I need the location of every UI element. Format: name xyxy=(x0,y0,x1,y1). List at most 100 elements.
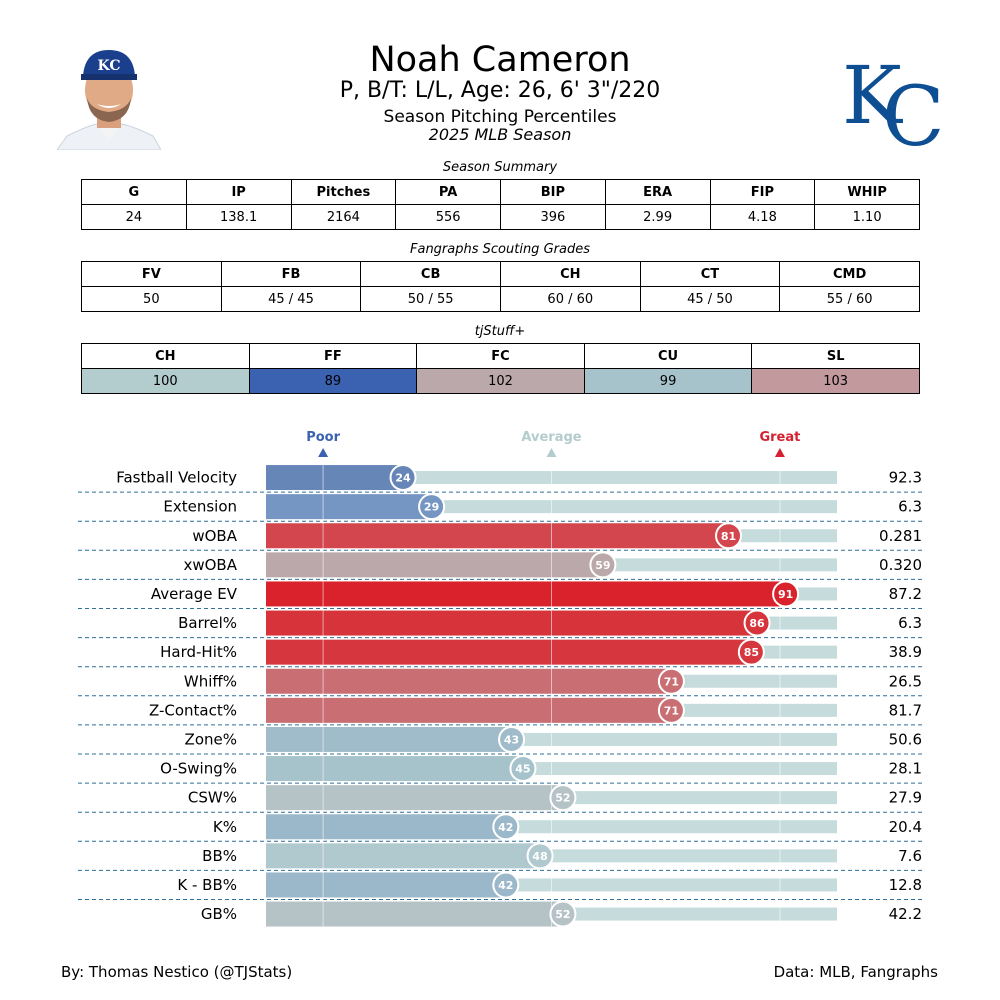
column-header: FIP xyxy=(709,179,816,205)
metric-label: CSW% xyxy=(188,789,237,807)
season-summary-table: G IP Pitches PA BIP ERA FIP WHIP 24 138.… xyxy=(81,179,920,230)
metric-value: 81.7 xyxy=(889,701,922,719)
metric-value: 42.2 xyxy=(889,905,922,923)
percentile-bar xyxy=(266,610,758,636)
report-subtitle: Season Pitching Percentiles xyxy=(383,107,617,127)
percentile-label: 52 xyxy=(555,792,570,805)
table-row: 50 45 / 45 50 / 55 60 / 60 45 / 50 55 / … xyxy=(81,286,920,312)
percentile-marker xyxy=(492,871,520,899)
metric-label: Barrel% xyxy=(178,614,237,632)
column-header: CB xyxy=(360,261,501,287)
percentile-marker xyxy=(549,784,577,812)
percentile-bar xyxy=(266,814,506,840)
percentile-bar xyxy=(266,523,729,549)
metric-label: Extension xyxy=(163,498,237,516)
data-source: Data: MLB, Fangraphs xyxy=(773,963,938,981)
percentile-marker xyxy=(737,638,765,666)
metric-label: Whiff% xyxy=(184,672,237,690)
player-info: P, B/T: L/L, Age: 26, 6' 3"/220 xyxy=(339,78,661,103)
tjstuff-table: CH FF FC CU SL 100 89 102 99 103 xyxy=(81,343,920,394)
percentile-marker xyxy=(498,725,526,753)
table-header-row: G IP Pitches PA BIP ERA FIP WHIP xyxy=(81,179,920,205)
percentile-label: 43 xyxy=(504,733,519,746)
column-header: Pitches xyxy=(290,179,397,205)
percentile-bar xyxy=(266,901,563,927)
metric-label: Zone% xyxy=(185,730,237,748)
metric-label: Fastball Velocity xyxy=(116,469,237,487)
table-row: 100 89 102 99 103 xyxy=(81,368,920,394)
table-cell: 396 xyxy=(500,204,606,230)
metric-value: 26.5 xyxy=(889,672,922,690)
table-cell: 4.18 xyxy=(709,204,816,230)
column-header: CT xyxy=(639,261,781,287)
column-header: SL xyxy=(751,343,920,369)
column-header: CH xyxy=(499,261,641,287)
table-cell: 60 / 60 xyxy=(499,286,641,312)
percentile-marker xyxy=(492,813,520,841)
table-cell: 102 xyxy=(416,368,585,394)
percentile-label: 42 xyxy=(498,879,513,892)
column-header: BIP xyxy=(500,179,606,205)
season-summary-caption: Season Summary xyxy=(442,160,558,175)
percentile-bar xyxy=(266,465,404,491)
scale-marker-poor-icon xyxy=(318,448,329,457)
column-header: FV xyxy=(81,261,222,287)
table-header-row: FV FB CB CH CT CMD xyxy=(81,261,920,287)
metric-label: xwOBA xyxy=(183,556,237,574)
percentile-chart: Poor Average Great Fastball Velocity 92.3 Ext… xyxy=(78,430,922,929)
player-name: Noah Cameron xyxy=(369,40,631,80)
percentile-label: 59 xyxy=(595,559,610,572)
percentile-bar xyxy=(266,581,786,607)
percentile-bar xyxy=(266,668,672,694)
metric-label: O-Swing% xyxy=(160,760,237,778)
table-cell: 89 xyxy=(248,368,418,394)
percentile-label: 52 xyxy=(555,908,570,921)
metric-value: 92.3 xyxy=(889,469,922,487)
metric-value: 27.9 xyxy=(889,789,922,807)
metric-label: BB% xyxy=(202,847,237,865)
table-cell: 100 xyxy=(81,368,250,394)
percentile-marker xyxy=(715,522,743,550)
scouting-grades-table: FV FB CB CH CT CMD 50 45 / 45 50 / 55 60… xyxy=(81,261,920,312)
metric-value: 7.6 xyxy=(898,847,922,865)
table-header-row: CH FF FC CU SL xyxy=(81,343,920,369)
metric-label: wOBA xyxy=(192,527,237,545)
percentile-bar xyxy=(266,697,672,723)
svg-text:C: C xyxy=(882,70,940,150)
metric-label: K% xyxy=(213,818,237,836)
tjstuff-caption: tjStuff+ xyxy=(474,324,526,339)
scale-label-poor: Poor xyxy=(306,430,340,445)
team-logo: K C xyxy=(842,49,940,150)
table-cell: 45 / 50 xyxy=(639,286,781,312)
percentile-label: 86 xyxy=(749,617,765,630)
metric-value: 12.8 xyxy=(889,876,922,894)
percentile-marker xyxy=(657,696,685,724)
table-cell: 556 xyxy=(395,204,501,230)
metric-value: 6.3 xyxy=(898,498,922,516)
metric-label: GB% xyxy=(201,905,237,923)
column-header: ERA xyxy=(604,179,711,205)
metric-label: K - BB% xyxy=(177,876,237,894)
percentile-label: 29 xyxy=(424,501,439,514)
svg-text:KC: KC xyxy=(98,58,121,74)
metric-label: Hard-Hit% xyxy=(160,643,237,661)
table-row: 24 138.1 2164 556 396 2.99 4.18 1.10 xyxy=(81,204,920,230)
table-cell: 2164 xyxy=(290,204,397,230)
column-header: FF xyxy=(248,343,418,369)
table-cell: 45 / 45 xyxy=(220,286,362,312)
scale-label-great: Great xyxy=(759,430,800,445)
percentile-label: 71 xyxy=(664,704,679,717)
percentile-marker xyxy=(743,609,771,637)
table-cell: 50 / 55 xyxy=(360,286,501,312)
percentile-label: 85 xyxy=(744,646,759,659)
percentile-marker xyxy=(418,493,446,521)
metric-value: 20.4 xyxy=(889,818,922,836)
percentile-bar xyxy=(266,785,563,811)
percentile-marker xyxy=(772,580,800,608)
percentile-label: 42 xyxy=(498,821,513,834)
season-label: 2025 MLB Season xyxy=(428,125,572,144)
metric-value: 0.320 xyxy=(879,556,922,574)
percentile-bar xyxy=(266,639,752,665)
scale-label-average: Average xyxy=(521,430,581,445)
percentile-label: 81 xyxy=(721,530,736,543)
